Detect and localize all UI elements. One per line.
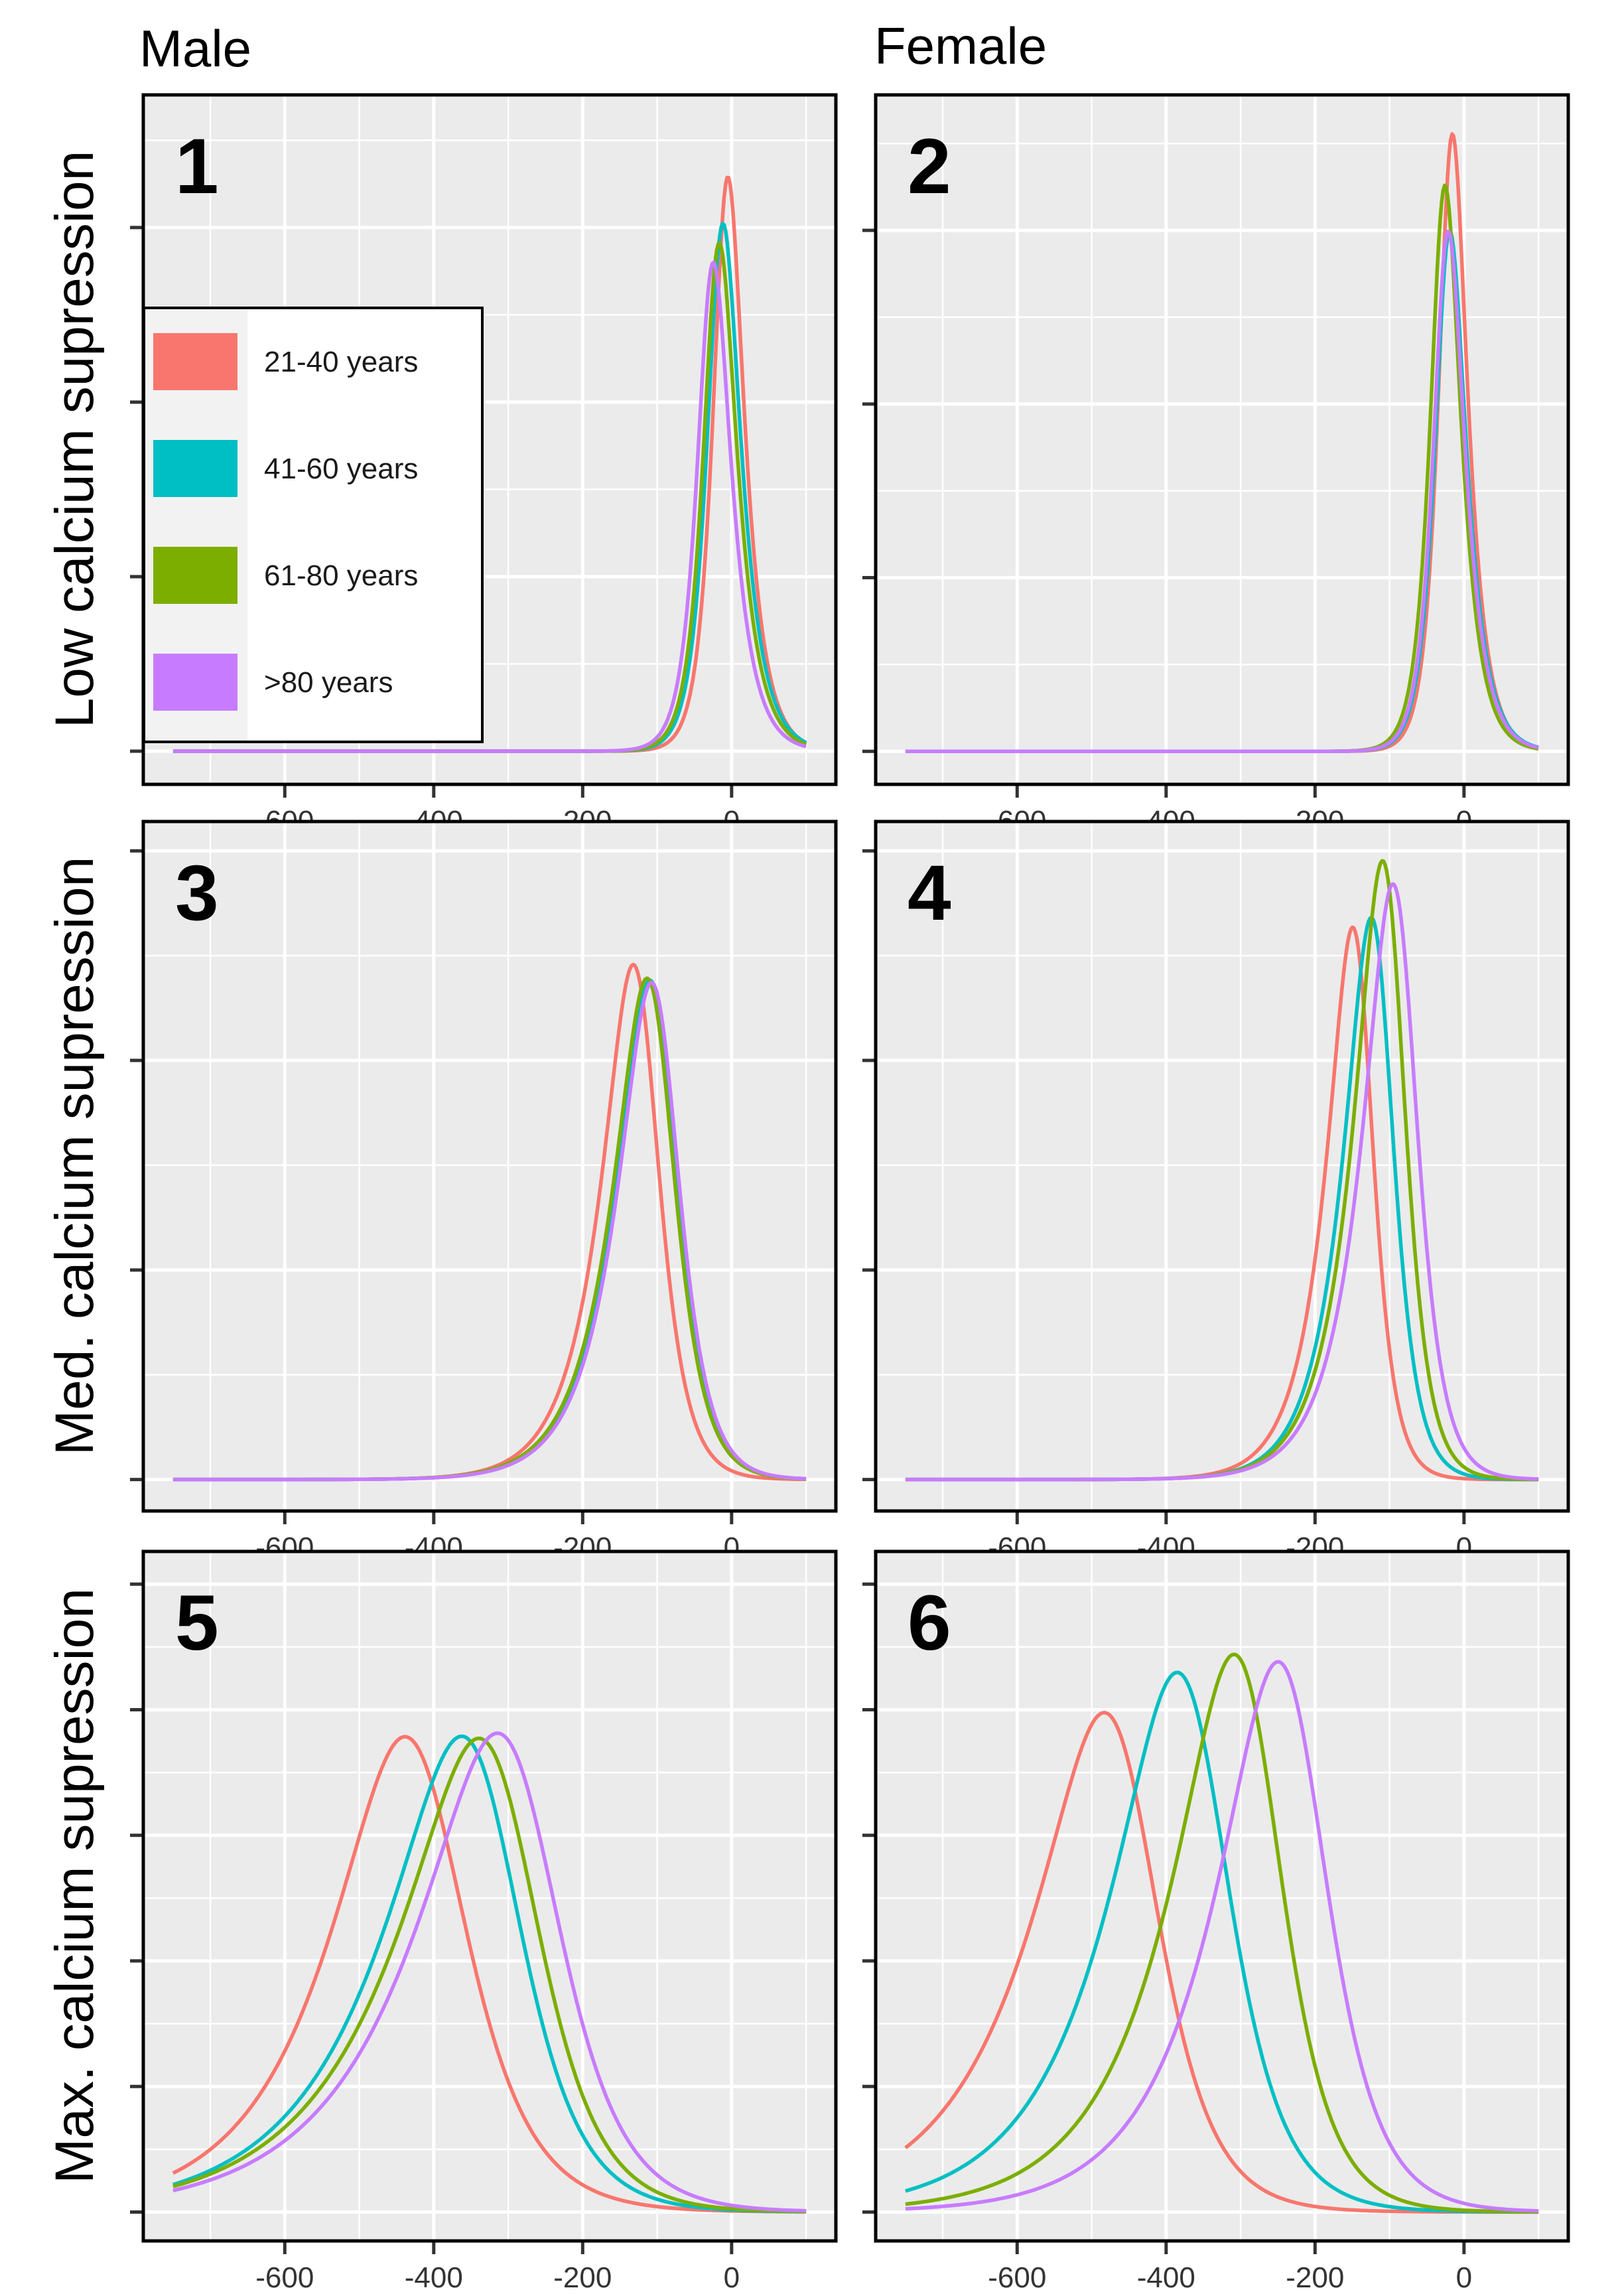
panel-border <box>141 1549 838 2243</box>
series-line-41-60-years <box>905 1670 1539 2214</box>
legend-swatch <box>153 333 237 390</box>
panel-background <box>876 822 1568 1511</box>
x-tick-label: -200 <box>553 2261 612 2294</box>
series-line--80-years <box>905 230 1539 754</box>
panel-5: -600 -400 -200 0 5 <box>130 1549 838 2294</box>
legend-swatch <box>153 547 237 604</box>
panel-background <box>143 1551 836 2241</box>
series-line--80-years <box>172 260 807 753</box>
row-label-max: Max. calcium supression <box>44 1588 105 2184</box>
panel-4: -600 -400 -200 04 <box>862 820 1570 1564</box>
series-line--80-years <box>172 980 807 1482</box>
x-tick-label: -400 <box>1137 2261 1195 2294</box>
panel-number: 3 <box>175 849 219 937</box>
panel-background <box>143 822 836 1511</box>
series-line--80-years <box>172 1731 807 2213</box>
legend-swatch <box>153 440 237 497</box>
panel-number: 1 <box>175 123 219 210</box>
series-line-21-40-years <box>172 1735 807 2214</box>
series-line-41-60-years <box>172 1734 807 2214</box>
series-line-61-80-years <box>172 1736 807 2214</box>
row-label-med: Med. calcium supression <box>44 857 105 1455</box>
panel-border <box>874 93 1570 786</box>
panel-number: 4 <box>908 849 951 937</box>
x-tick-label: -400 <box>405 2261 463 2294</box>
panel-number: 2 <box>908 123 951 210</box>
legend-swatch <box>153 654 237 711</box>
x-tick-label: 0 <box>1456 2261 1472 2294</box>
x-tick-label: -600 <box>988 2261 1046 2294</box>
panel-background <box>876 95 1568 784</box>
panel-border <box>141 820 838 1513</box>
column-title-female: Female <box>874 17 1047 75</box>
legend: 21-40 years 41-60 years 61-80 years >80 yea… <box>143 307 484 743</box>
series-line--80-years <box>905 882 1539 1482</box>
x-tick-label: -200 <box>1286 2261 1344 2294</box>
panel-2: -600 -400 -200 02 <box>862 93 1570 837</box>
panel-6: -600 -400 -200 0 6 <box>862 1549 1570 2294</box>
x-tick-label: 0 <box>724 2261 740 2294</box>
legend-label: >80 years <box>264 666 393 699</box>
panel-border <box>874 820 1570 1513</box>
x-tick-label: -600 <box>255 2261 314 2294</box>
panel-3: -600 -400 -200 03 <box>130 820 838 1564</box>
legend-label: 41-60 years <box>264 453 418 485</box>
row-label-low: Low calcium supression <box>44 151 105 729</box>
panel-number: 5 <box>175 1579 219 1667</box>
legend-label: 21-40 years <box>264 346 418 378</box>
legend-label: 61-80 years <box>264 559 418 592</box>
panel-number: 6 <box>908 1579 951 1667</box>
column-title-male: Male <box>139 19 251 78</box>
panel-border <box>874 1549 1570 2243</box>
series-line-61-80-years <box>905 1652 1539 2214</box>
series-line--80-years <box>905 1660 1539 2213</box>
